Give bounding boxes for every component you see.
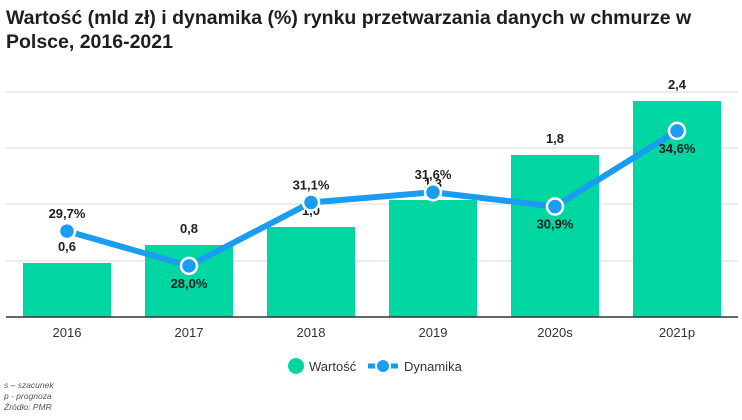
gridlines (6, 91, 738, 262)
line-point (179, 256, 199, 276)
line-path (64, 127, 680, 269)
legend-label-bars: Wartość (309, 359, 357, 374)
x-tick-label: 2016 (53, 325, 82, 340)
x-tick-labels: 2016 2017 2018 2019 2020s 2021p (53, 325, 696, 340)
line-data-label: 29,7% (49, 206, 86, 221)
line-data-label: 34,6% (659, 141, 696, 156)
footnote-forecast: p - prognoza (4, 391, 52, 401)
bar (23, 263, 111, 317)
bar (267, 227, 355, 317)
line-data-label: 28,0% (171, 276, 208, 291)
footnote-source: Źródło: PMR (4, 402, 52, 412)
x-tick-label: 2017 (175, 325, 204, 340)
line-point (667, 121, 687, 141)
bar (511, 155, 599, 317)
line-point (423, 182, 443, 202)
legend-swatch-bars (288, 358, 304, 374)
bar (389, 200, 477, 317)
bar-series (23, 101, 721, 317)
bar-data-label: 0,8 (180, 221, 198, 236)
line-point (57, 221, 77, 241)
x-tick-label: 2018 (297, 325, 326, 340)
x-tick-label: 2021p (659, 325, 695, 340)
x-tick-label: 2020s (537, 325, 573, 340)
bar-data-label: 2,4 (668, 77, 687, 92)
bar-data-label: 0,6 (58, 239, 76, 254)
footnote-estimate: s – szacunek (4, 380, 54, 390)
line-data-label: 31,1% (293, 177, 330, 192)
line-series: 29,7% 28,0% 31,1% 31,6% 30,9% 34,6% (49, 121, 696, 291)
chart-title: Wartość (mld zł) i dynamika (%) rynku pr… (6, 7, 692, 53)
line-data-label: 31,6% (415, 167, 452, 182)
legend: Wartość Dynamika (288, 358, 463, 374)
line-data-label: 30,9% (537, 217, 574, 232)
line-point (301, 193, 321, 212)
bar-data-label: 1,8 (546, 131, 564, 146)
legend-swatch-line-marker (375, 358, 391, 374)
legend-label-line: Dynamika (404, 359, 463, 374)
line-point (545, 197, 565, 216)
x-tick-label: 2019 (419, 325, 448, 340)
footnotes: s – szacunek p - prognoza Źródło: PMR (4, 380, 54, 413)
